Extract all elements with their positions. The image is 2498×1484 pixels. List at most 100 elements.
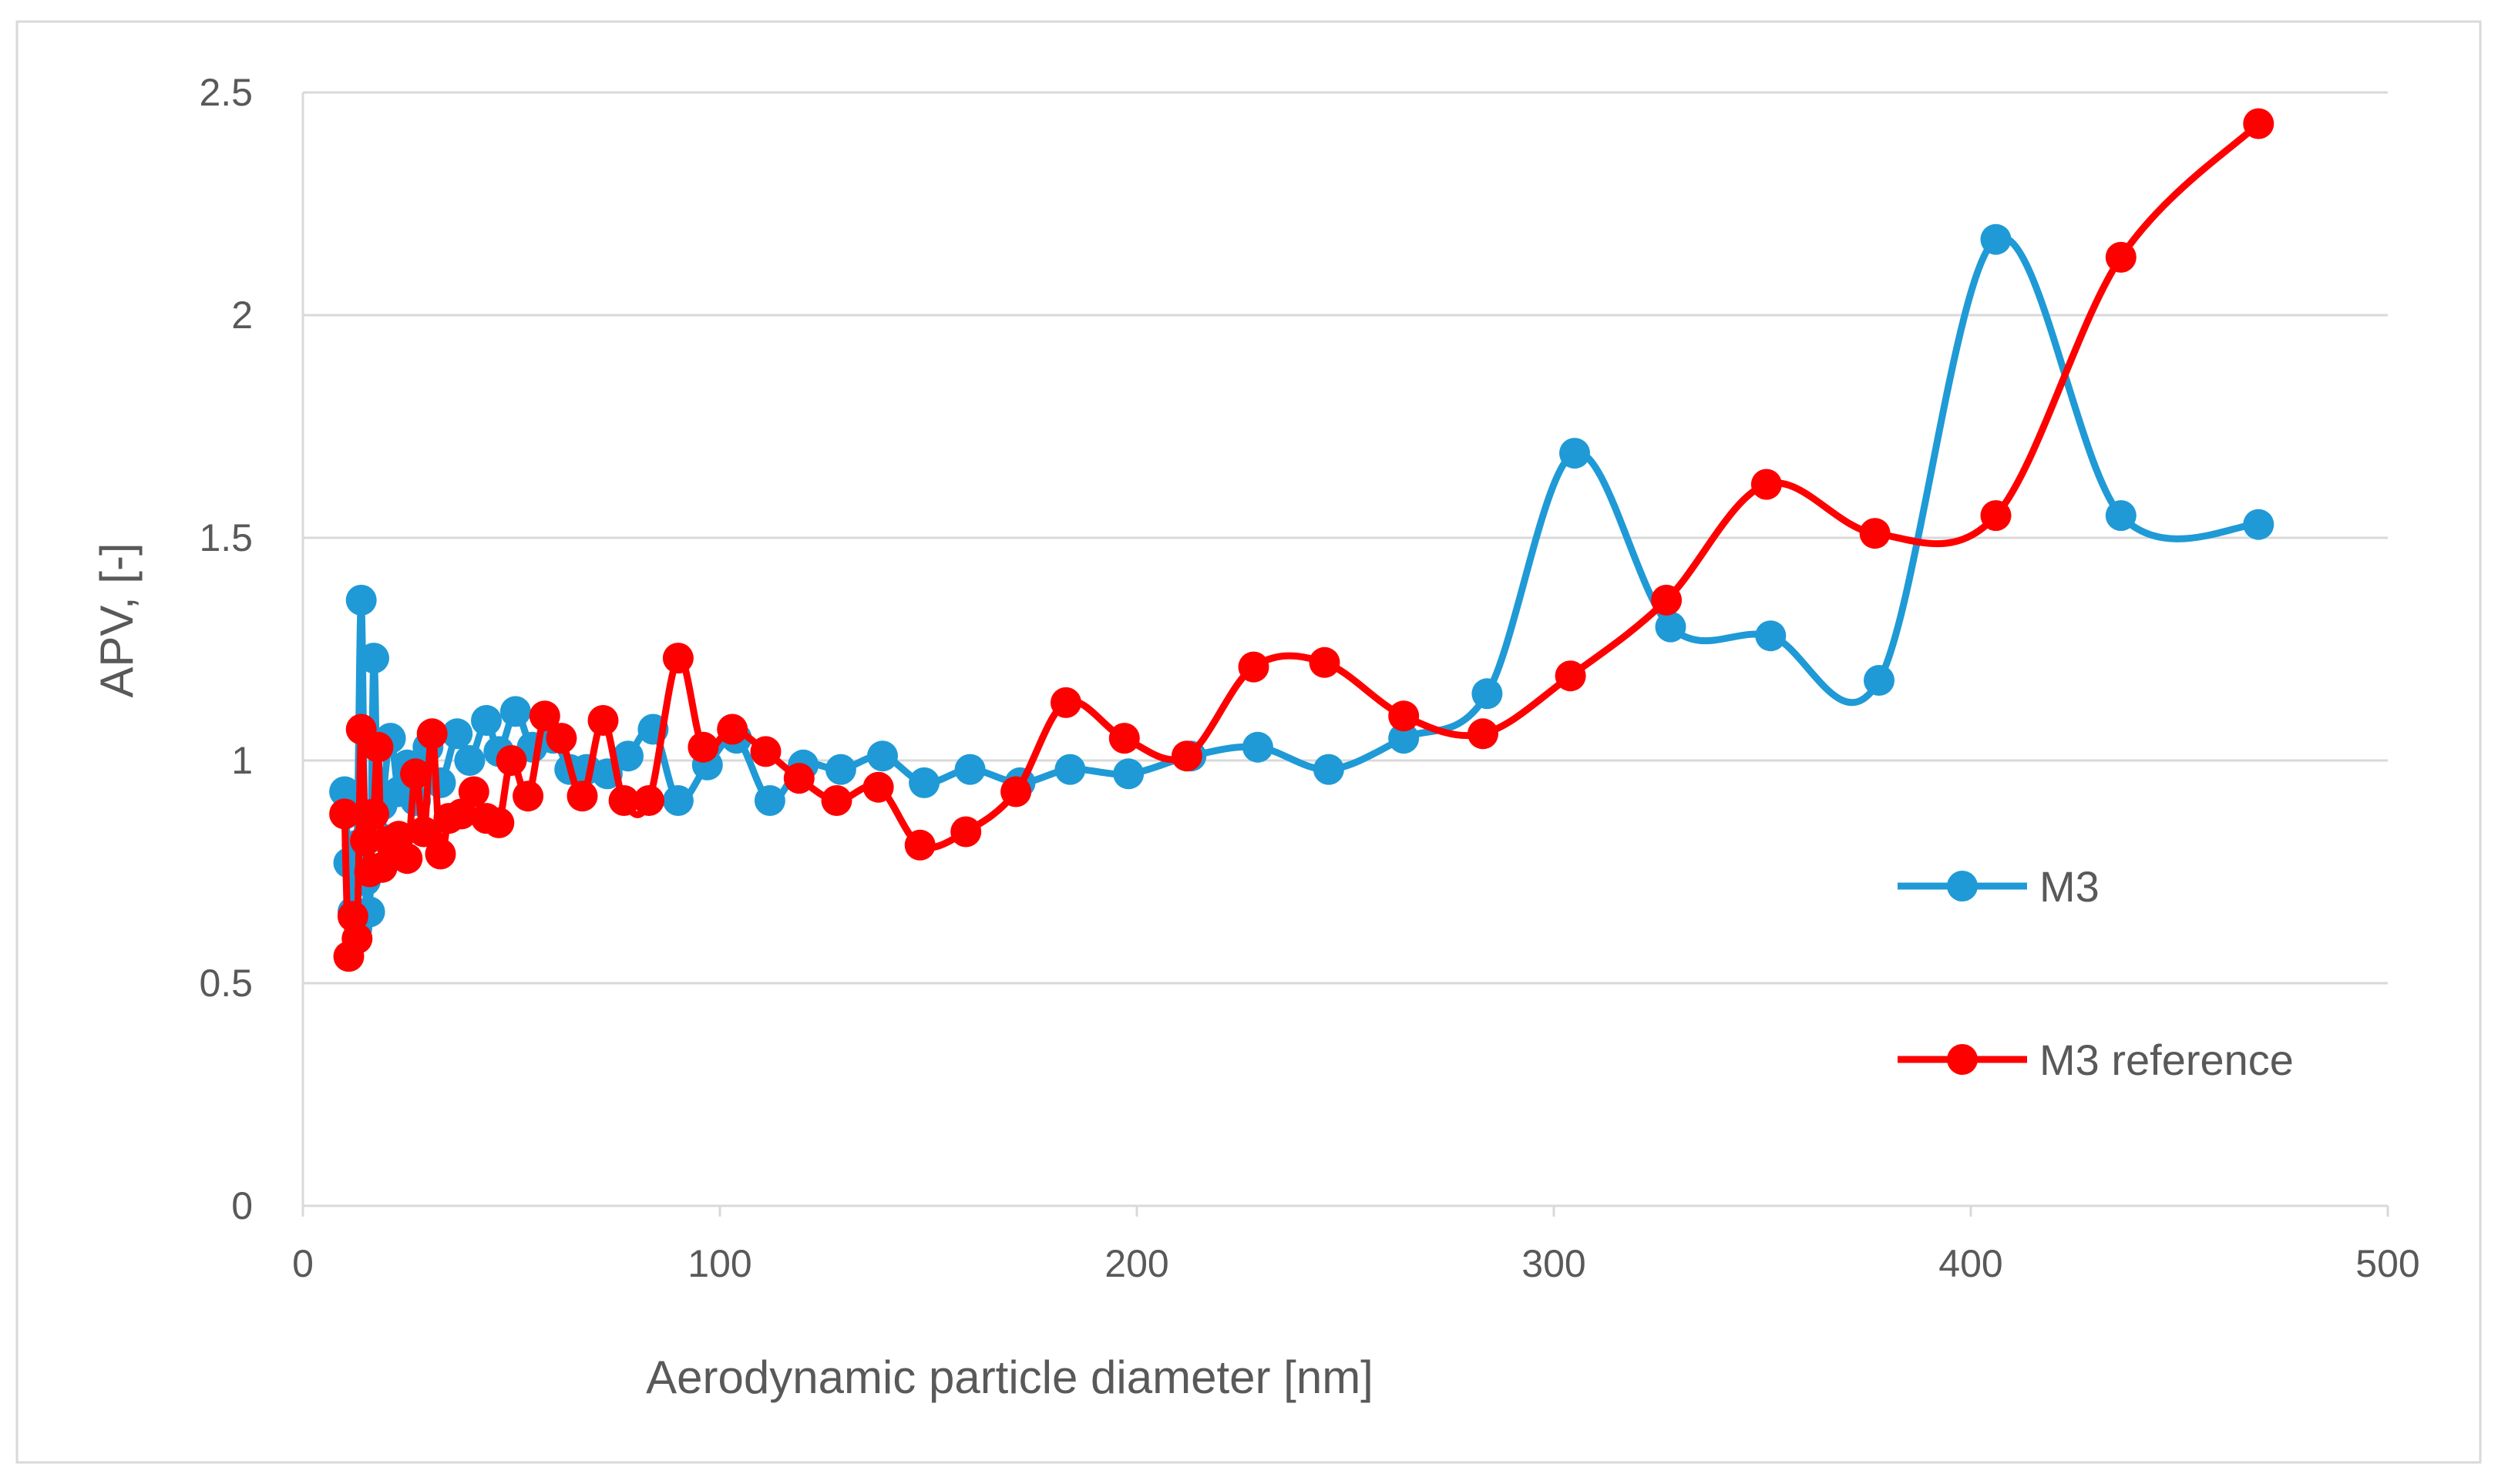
data-point-m3	[345, 584, 377, 616]
data-point-m3-reference	[1388, 700, 1420, 732]
data-point-m3	[1054, 754, 1086, 785]
data-point-m3	[1864, 665, 1895, 696]
data-point-m3-reference	[408, 816, 439, 848]
data-point-m3	[662, 785, 694, 816]
x-tick-label: 200	[1104, 1242, 1168, 1285]
y-tick-label: 2.5	[199, 71, 253, 114]
data-point-m3-reference	[587, 705, 619, 736]
axes	[301, 92, 2389, 1217]
x-tick-label: 400	[1938, 1242, 2002, 1285]
data-point-m3-reference	[1651, 584, 1683, 616]
data-point-m3-reference	[688, 731, 719, 763]
x-tick-label: 0	[292, 1242, 314, 1285]
data-point-m3-reference	[458, 776, 489, 807]
legend-label-m3: M3	[2039, 862, 2100, 911]
legend-entry-m3-reference: M3 reference	[1898, 1036, 2294, 1084]
data-point-m3-reference	[2243, 108, 2274, 139]
data-point-m3	[329, 776, 361, 807]
data-point-m3	[867, 740, 898, 772]
y-tick-label: 2	[231, 294, 253, 337]
data-point-m3	[471, 705, 502, 736]
data-point-m3	[1113, 758, 1145, 790]
data-point-m3-reference	[529, 700, 560, 732]
gridlines	[303, 91, 2388, 985]
data-point-m3-reference	[2105, 241, 2137, 273]
data-point-m3-reference	[1555, 660, 1586, 692]
data-point-m3-reference	[1980, 500, 2012, 532]
data-point-m3-reference	[496, 745, 527, 776]
data-point-m3	[1471, 678, 1503, 710]
data-point-m3-reference	[821, 785, 852, 816]
data-point-m3-reference	[567, 781, 598, 812]
legend-marker-m3	[1947, 871, 1978, 901]
data-point-m3	[499, 696, 531, 727]
data-point-m3	[1980, 223, 2012, 255]
data-point-m3	[1755, 620, 1787, 652]
data-point-m3-reference	[750, 736, 782, 767]
data-point-m3-reference	[416, 718, 448, 750]
y-axis-title: APV, [-]	[91, 542, 143, 697]
data-point-m3	[754, 785, 785, 816]
data-point-m3-reference	[1859, 518, 1891, 549]
x-tick-label: 100	[688, 1242, 751, 1285]
data-point-m3	[454, 745, 486, 776]
data-point-m3-reference	[425, 838, 456, 870]
data-point-m3-reference	[1051, 687, 1081, 718]
data-point-m3-reference	[513, 781, 544, 812]
data-point-m3-reference	[358, 798, 389, 830]
tick-labels: 0 0.5 1 1.5 2 2.5 0 100 200 300 400 500	[199, 71, 2419, 1285]
data-point-m3-reference	[1108, 723, 1140, 754]
data-point-m3-reference	[608, 785, 640, 816]
data-point-m3-reference	[1309, 646, 1340, 678]
data-point-m3-reference	[717, 713, 748, 745]
data-point-m3-reference	[1468, 718, 1498, 750]
series	[329, 108, 2274, 972]
data-point-m3	[358, 643, 389, 674]
data-point-m3	[2243, 509, 2274, 540]
y-tick-label: 1	[231, 739, 253, 782]
y-tick-label: 0	[231, 1184, 253, 1227]
data-point-m3-reference	[1000, 776, 1032, 807]
legend-label-m3-reference: M3 reference	[2039, 1036, 2294, 1084]
legend-marker-m3-reference	[1947, 1044, 1978, 1075]
series-m3-reference	[329, 108, 2274, 972]
data-point-m3	[825, 754, 856, 785]
x-axis-title: Aerodynamic particle diameter [nm]	[646, 1351, 1373, 1403]
data-point-m3-reference	[904, 829, 936, 861]
x-tick-label: 300	[1521, 1242, 1585, 1285]
data-point-m3	[442, 718, 473, 750]
legend: M3 M3 reference	[1898, 862, 2294, 1084]
data-point-m3	[613, 740, 644, 772]
data-point-m3-reference	[783, 763, 815, 794]
data-point-m3-reference	[329, 798, 361, 830]
data-point-m3	[1242, 731, 1273, 763]
data-point-m3-reference	[1750, 468, 1782, 500]
data-point-m3	[1313, 754, 1344, 785]
data-point-m3	[909, 767, 940, 798]
legend-entry-m3: M3	[1898, 862, 2100, 911]
y-tick-label: 1.5	[199, 516, 253, 559]
data-point-m3-reference	[950, 816, 982, 848]
data-point-m3-reference	[362, 731, 394, 763]
data-point-m3	[1655, 611, 1686, 643]
data-point-m3	[954, 754, 986, 785]
data-point-m3-reference	[862, 771, 894, 803]
y-tick-label: 0.5	[199, 962, 253, 1005]
data-point-m3-reference	[483, 807, 515, 838]
data-point-m3-reference	[392, 843, 423, 875]
data-point-m3	[1559, 438, 1590, 469]
data-point-m3	[2105, 500, 2137, 532]
data-point-m3-reference	[400, 758, 432, 790]
data-point-m3-reference	[350, 825, 382, 856]
data-point-m3-reference	[546, 723, 577, 754]
data-point-m3	[1388, 723, 1420, 754]
x-tick-label: 500	[2355, 1242, 2419, 1285]
data-point-m3-reference	[1171, 740, 1202, 772]
data-point-m3-reference	[1238, 651, 1269, 683]
data-point-m3-reference	[662, 643, 694, 674]
data-point-m3-reference	[634, 785, 664, 816]
data-point-m3-reference	[341, 923, 373, 955]
data-point-m3-reference	[366, 851, 398, 883]
